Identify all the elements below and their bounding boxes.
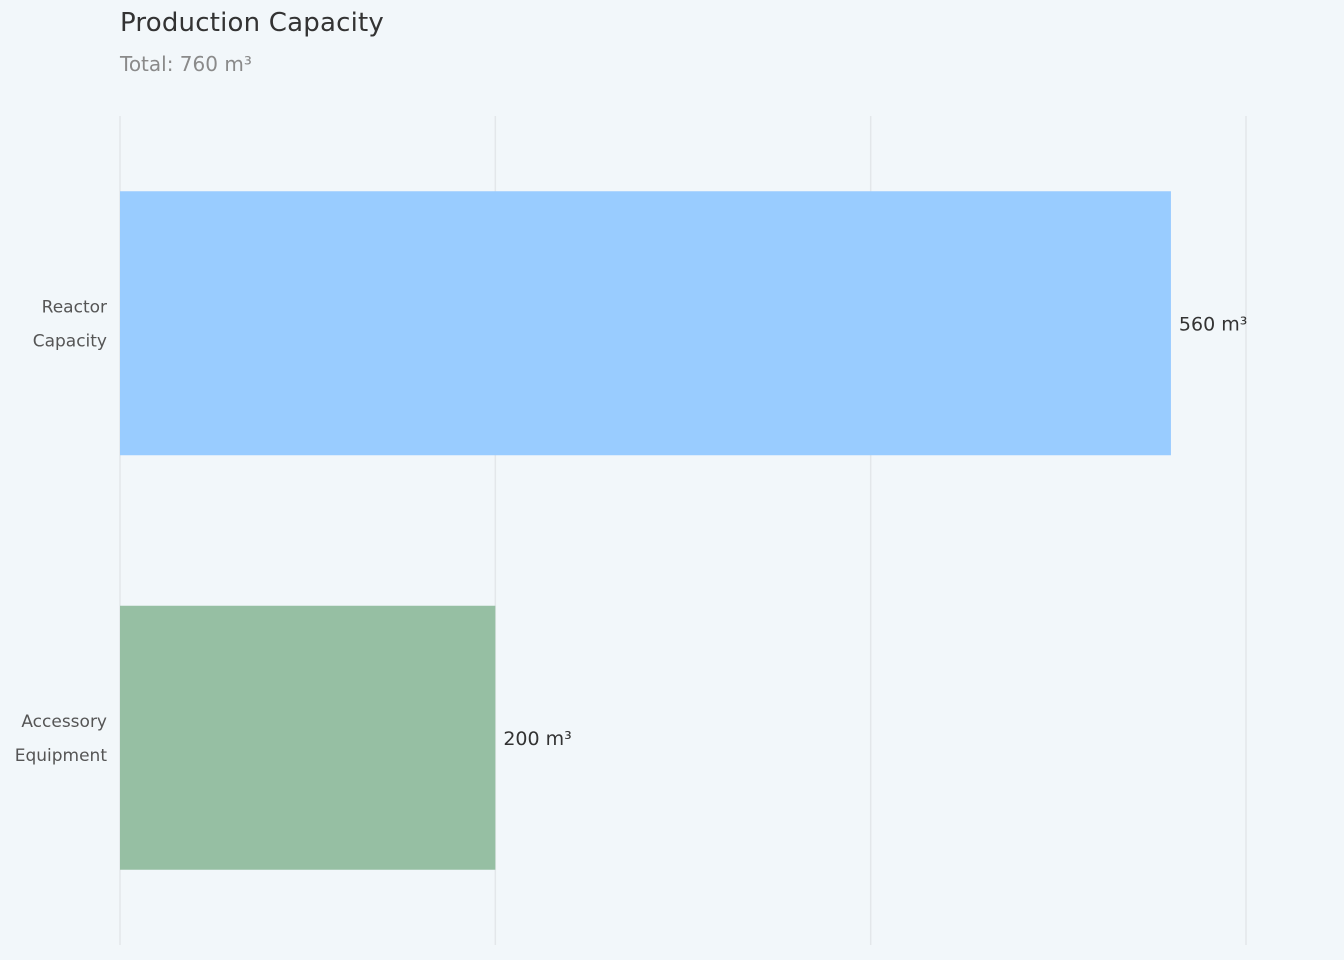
bar-1 bbox=[120, 605, 496, 870]
bar-0 bbox=[120, 191, 1171, 456]
category-label-0-0: Reactor bbox=[42, 297, 107, 317]
chart-subtitle: Total: 760 m³ bbox=[120, 52, 252, 76]
value-label-1: 200 m³ bbox=[503, 728, 571, 750]
chart-title: Production Capacity bbox=[120, 8, 385, 38]
category-label-0-1: Capacity bbox=[33, 331, 107, 351]
category-label-1-1: Equipment bbox=[15, 746, 108, 766]
value-label-0: 560 m³ bbox=[1179, 313, 1247, 335]
category-label-1-0: Accessory bbox=[21, 712, 107, 732]
